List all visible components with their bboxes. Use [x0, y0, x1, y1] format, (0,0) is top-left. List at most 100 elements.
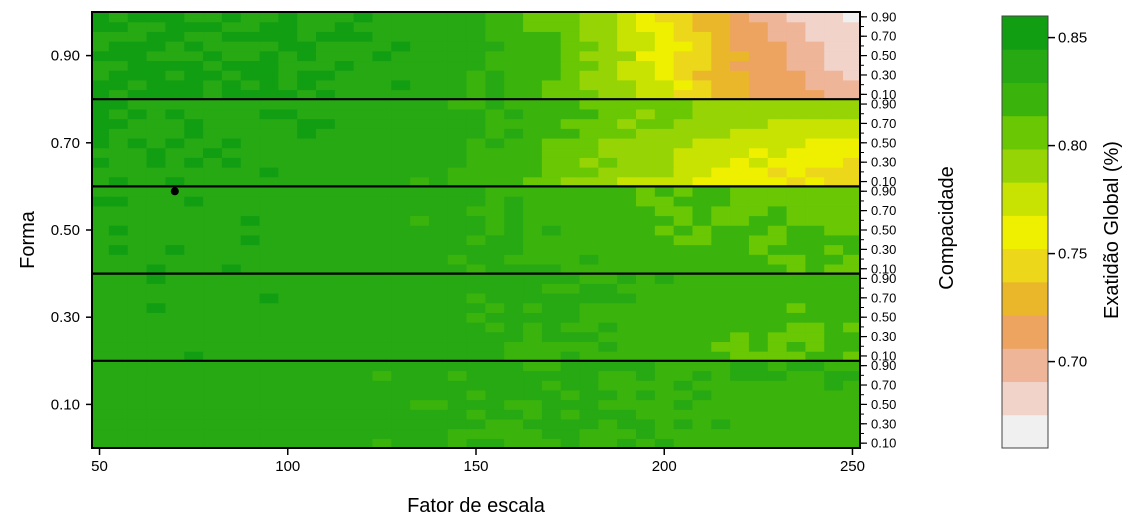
heatmap-cell: [353, 60, 374, 71]
heatmap-cell: [843, 205, 861, 217]
y-right-tick-label: 0.70: [871, 29, 896, 44]
heatmap-cell: [447, 283, 468, 294]
heatmap-cell: [92, 244, 110, 255]
heatmap-cell: [108, 176, 129, 187]
heatmap-cell: [748, 370, 769, 381]
heatmap-cell: [466, 186, 487, 197]
heatmap-cell: [824, 118, 844, 129]
heatmap-cell: [805, 89, 825, 100]
heatmap-cell: [673, 89, 694, 100]
heatmap-cell: [786, 389, 807, 401]
heatmap-cell: [711, 60, 731, 71]
heatmap-cell: [108, 118, 129, 129]
heatmap-cell: [165, 31, 185, 42]
heatmap-cell: [504, 370, 524, 381]
heatmap-cell: [636, 41, 656, 52]
heatmap-cell: [221, 399, 242, 410]
heatmap-cell: [523, 50, 543, 62]
heatmap-cell: [541, 21, 562, 32]
heatmap-cell: [259, 147, 279, 158]
heatmap-cell: [221, 322, 242, 333]
heatmap-cell: [92, 70, 110, 81]
heatmap-cell: [805, 99, 825, 110]
heatmap-cell: [391, 360, 411, 372]
heatmap-cell: [334, 89, 355, 100]
heatmap-cell: [523, 41, 543, 52]
heatmap-cell: [504, 99, 524, 110]
heatmap-cell: [805, 70, 825, 81]
heatmap-cell: [146, 79, 167, 91]
heatmap-cell: [523, 176, 543, 187]
heatmap-cell: [297, 79, 317, 91]
heatmap-cell: [240, 380, 261, 391]
heatmap-cell: [673, 389, 694, 401]
heatmap-cell: [730, 254, 750, 265]
heatmap-cell: [278, 273, 298, 284]
heatmap-cell: [203, 205, 223, 217]
heatmap-cell: [108, 186, 129, 197]
heatmap-cell: [579, 60, 599, 71]
heatmap-cell: [579, 302, 599, 313]
heatmap-cell: [278, 341, 298, 352]
heatmap-cell: [748, 292, 769, 304]
heatmap-cell: [372, 302, 392, 313]
heatmap-cell: [786, 322, 807, 333]
heatmap-cell: [108, 234, 129, 246]
heatmap-cell: [692, 380, 712, 391]
heatmap-cell: [259, 331, 279, 343]
heatmap-cell: [316, 244, 336, 255]
heatmap-cell: [184, 283, 204, 294]
heatmap-cell: [297, 186, 317, 197]
colorbar-frame: [1001, 15, 1049, 449]
heatmap-cell: [711, 244, 731, 255]
heatmap-cell: [485, 89, 505, 100]
heatmap-cell: [410, 137, 430, 149]
heatmap-cell: [523, 331, 543, 343]
heatmap-cell: [560, 234, 581, 246]
heatmap-cell: [410, 225, 430, 236]
heatmap-cell: [748, 137, 769, 149]
heatmap-cell: [824, 254, 844, 265]
heatmap-cell: [92, 99, 110, 110]
heatmap-cell: [523, 322, 543, 333]
heatmap-cell: [127, 409, 148, 420]
heatmap-cell: [372, 137, 392, 149]
heatmap-cell: [353, 50, 374, 62]
heatmap-cell: [824, 244, 844, 255]
heatmap-cell: [372, 50, 392, 62]
heatmap-cell: [504, 351, 524, 362]
heatmap-cell: [786, 31, 807, 42]
heatmap-cell: [447, 292, 468, 304]
heatmap-cell: [617, 89, 637, 100]
heatmap-cell: [127, 60, 148, 71]
heatmap-cell: [108, 60, 129, 71]
heatmap-cell: [146, 341, 167, 352]
heatmap-cell: [240, 108, 261, 120]
heatmap-cell: [485, 283, 505, 294]
heatmap-cell: [824, 409, 844, 420]
heatmap-cell: [824, 176, 844, 187]
heatmap-cell: [278, 312, 298, 323]
heatmap-cell: [410, 418, 430, 430]
heatmap-cell: [391, 31, 411, 42]
heatmap-cell: [203, 89, 223, 100]
heatmap-cell: [466, 137, 487, 149]
heatmap-cell: [353, 147, 374, 158]
heatmap-cell: [560, 50, 581, 62]
heatmap-cell: [334, 186, 355, 197]
heatmap-cell: [598, 196, 618, 207]
heatmap-cell: [184, 263, 204, 275]
heatmap-cell: [334, 244, 355, 255]
heatmap-cell: [711, 186, 731, 197]
heatmap-cell: [259, 157, 279, 168]
heatmap-cell: [165, 234, 185, 246]
heatmap-cell: [391, 292, 411, 304]
heatmap-cell: [334, 50, 355, 62]
heatmap-cell: [617, 99, 637, 110]
heatmap-cell: [316, 186, 336, 197]
heatmap-cell: [372, 186, 392, 197]
heatmap-cell: [297, 147, 317, 158]
heatmap-cell: [598, 176, 618, 187]
heatmap-cell: [466, 108, 487, 120]
heatmap-cell: [203, 176, 223, 187]
